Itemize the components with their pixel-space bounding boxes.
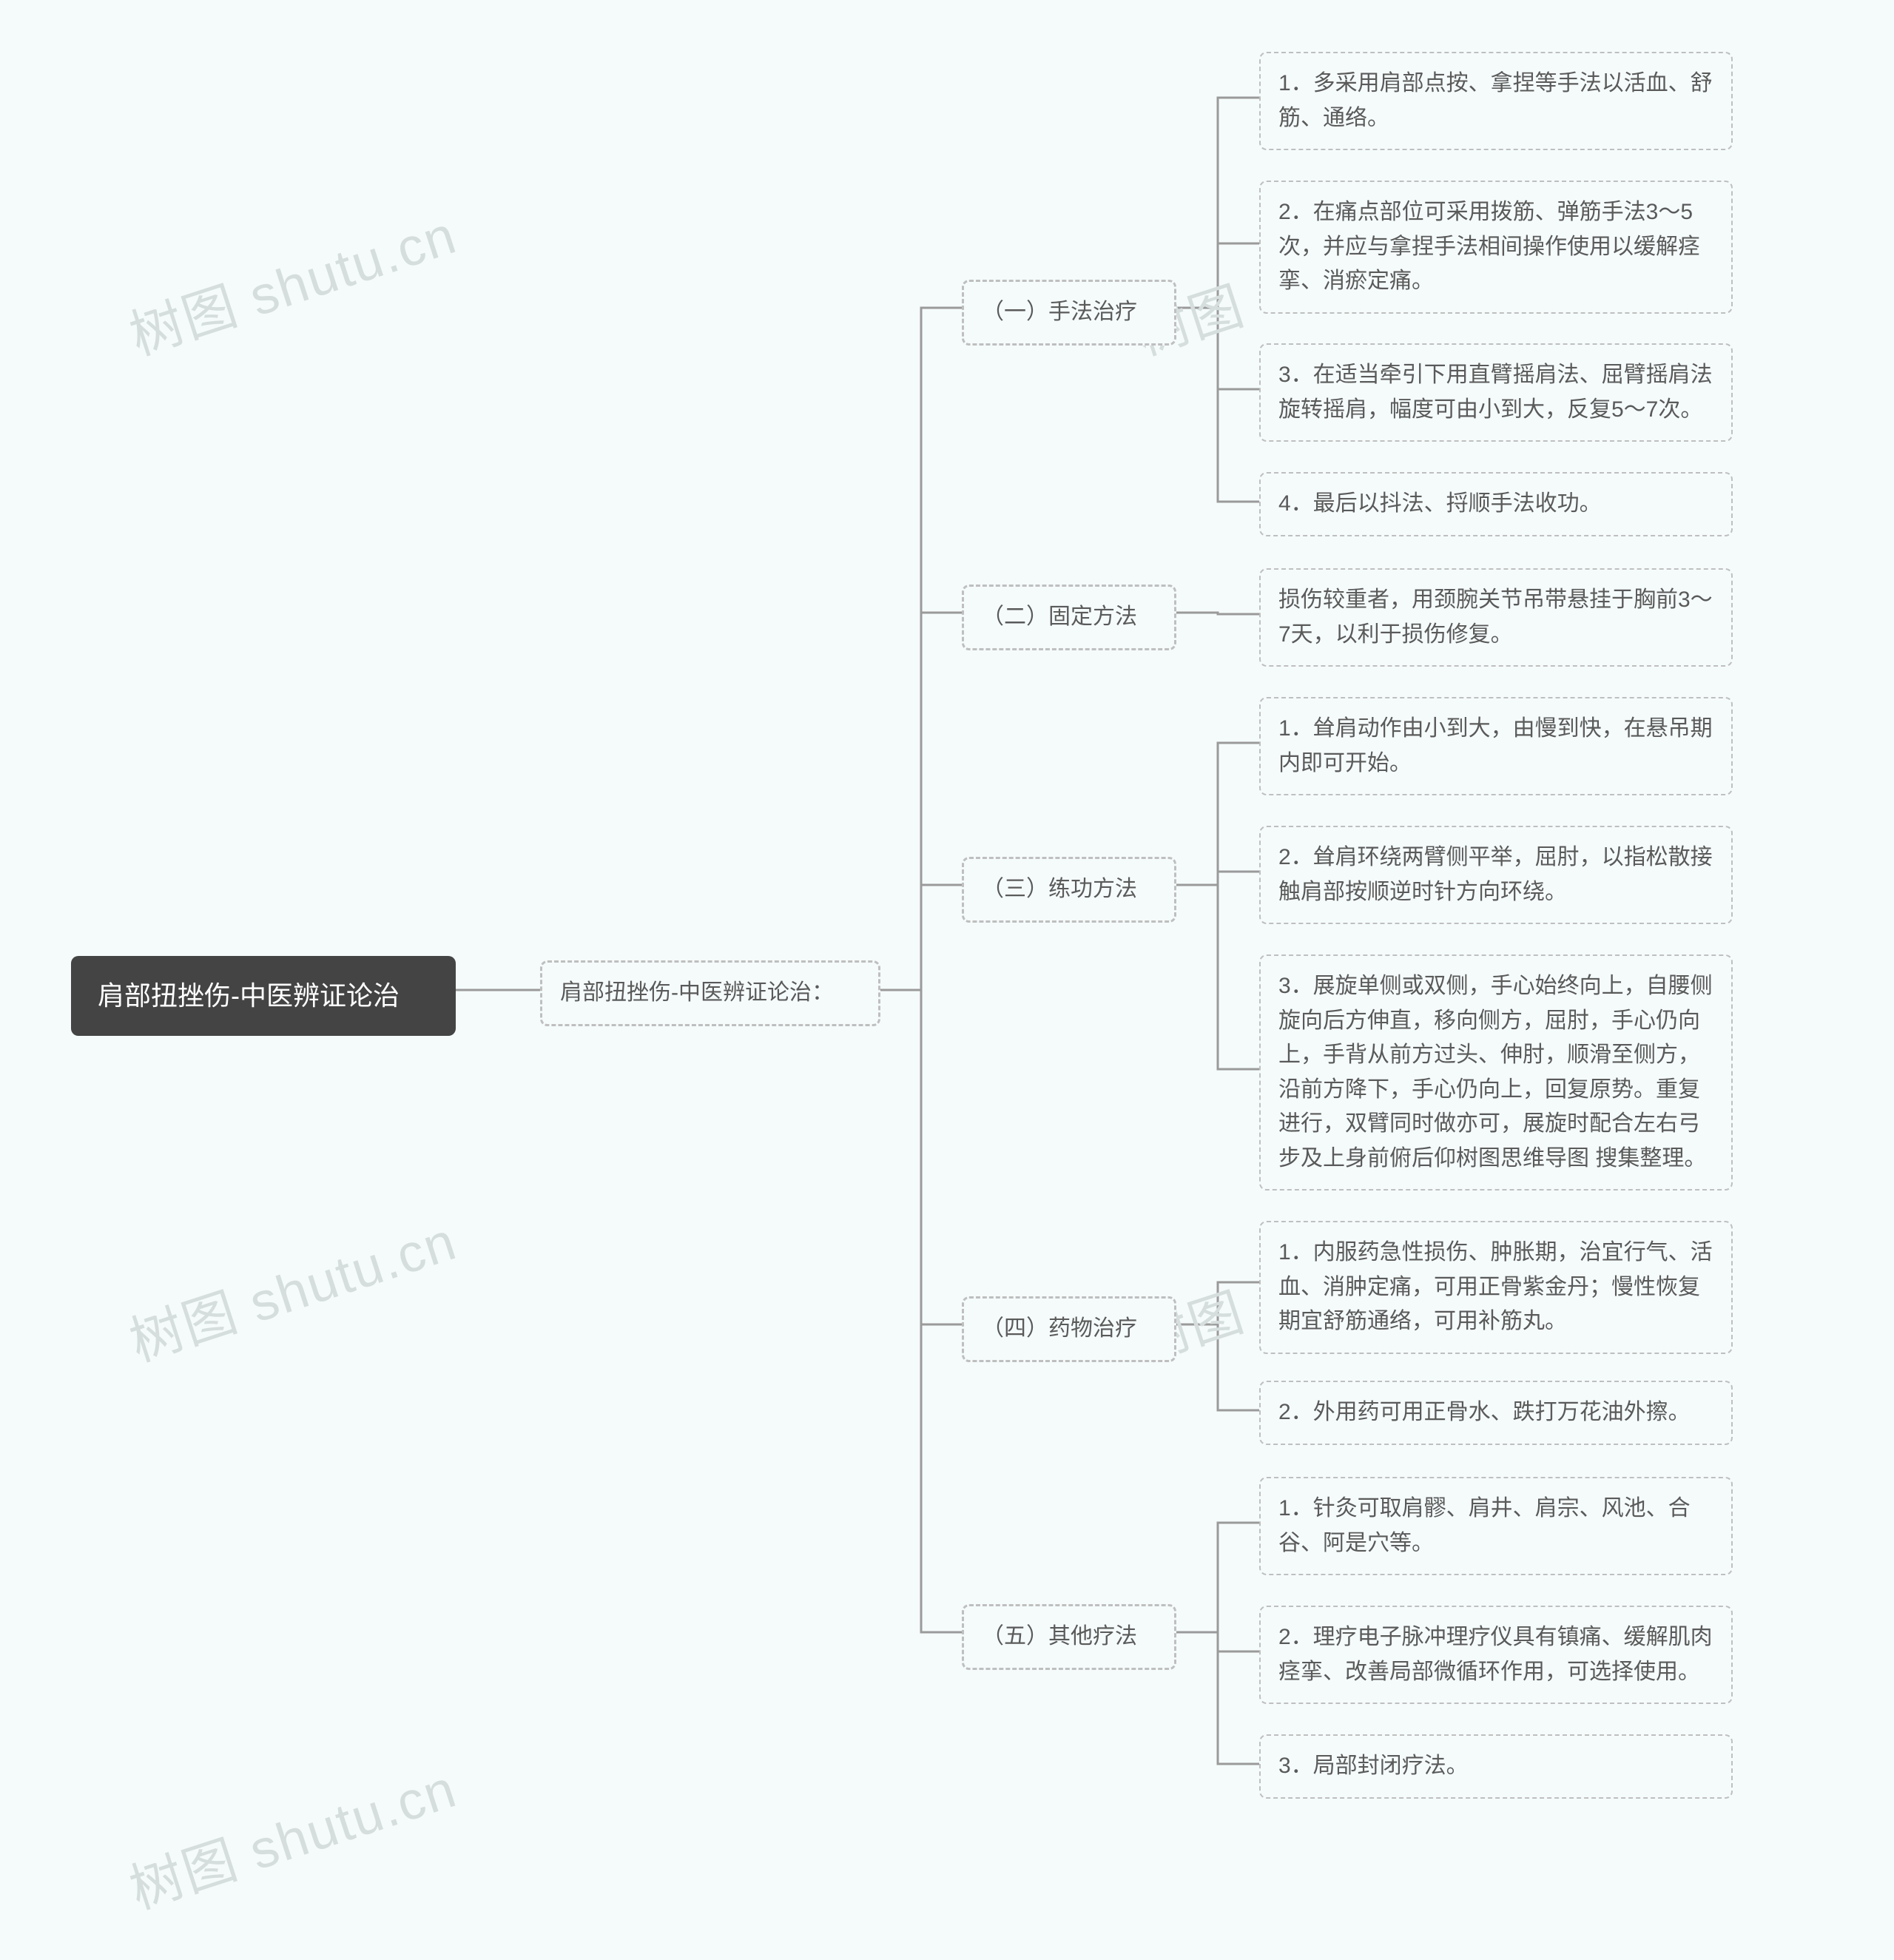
leaf-node: 损伤较重者，用颈腕关节吊带悬挂于胸前3～7天，以利于损伤修复。 xyxy=(1259,568,1733,667)
leaf-node: 2．理疗电子脉冲理疗仪具有镇痛、缓解肌肉痉挛、改善局部微循环作用，可选择使用。 xyxy=(1259,1606,1733,1704)
leaf-node: 3．展旋单侧或双侧，手心始终向上，自腰侧旋向后方伸直，移向侧方，屈肘，手心仍向上… xyxy=(1259,954,1733,1191)
section-node: （二）固定方法 xyxy=(962,585,1176,650)
root-node: 肩部扭挫伤-中医辨证论治 xyxy=(71,956,456,1036)
leaf-node: 4．最后以抖法、捋顺手法收功。 xyxy=(1259,472,1733,536)
leaf-node: 1．耸肩动作由小到大，由慢到快，在悬吊期内即可开始。 xyxy=(1259,697,1733,795)
section-node: （三）练功方法 xyxy=(962,857,1176,923)
leaf-node: 2．在痛点部位可采用拨筋、弹筋手法3～5次，并应与拿捏手法相间操作使用以缓解痉挛… xyxy=(1259,181,1733,314)
mindmap-canvas: 树图 shutu.cn树图 shutu.cn树图 shutu.cn树图 shut… xyxy=(0,0,1894,1960)
leaf-node: 1．多采用肩部点按、拿捏等手法以活血、舒筋、通络。 xyxy=(1259,52,1733,150)
leaf-node: 3．在适当牵引下用直臂摇肩法、屈臂摇肩法旋转摇肩，幅度可由小到大，反复5～7次。 xyxy=(1259,343,1733,442)
leaf-node: 2．外用药可用正骨水、跌打万花油外擦。 xyxy=(1259,1381,1733,1445)
leaf-node: 1．针灸可取肩髎、肩井、肩宗、风池、合谷、阿是穴等。 xyxy=(1259,1477,1733,1575)
level1-node: 肩部扭挫伤-中医辨证论治： xyxy=(540,960,880,1026)
section-node: （一）手法治疗 xyxy=(962,280,1176,346)
leaf-node: 3．局部封闭疗法。 xyxy=(1259,1734,1733,1799)
watermark: 树图 shutu.cn xyxy=(118,1745,465,1923)
leaf-node: 2．耸肩环绕两臂侧平举，屈肘，以指松散接触肩部按顺逆时针方向环绕。 xyxy=(1259,826,1733,924)
leaf-node: 1．内服药急性损伤、肿胀期，治宜行气、活血、消肿定痛，可用正骨紫金丹；慢性恢复期… xyxy=(1259,1221,1733,1354)
section-node: （五）其他疗法 xyxy=(962,1604,1176,1670)
section-node: （四）药物治疗 xyxy=(962,1296,1176,1362)
watermark: 树图 shutu.cn xyxy=(118,191,465,369)
watermark: 树图 shutu.cn xyxy=(118,1197,465,1375)
